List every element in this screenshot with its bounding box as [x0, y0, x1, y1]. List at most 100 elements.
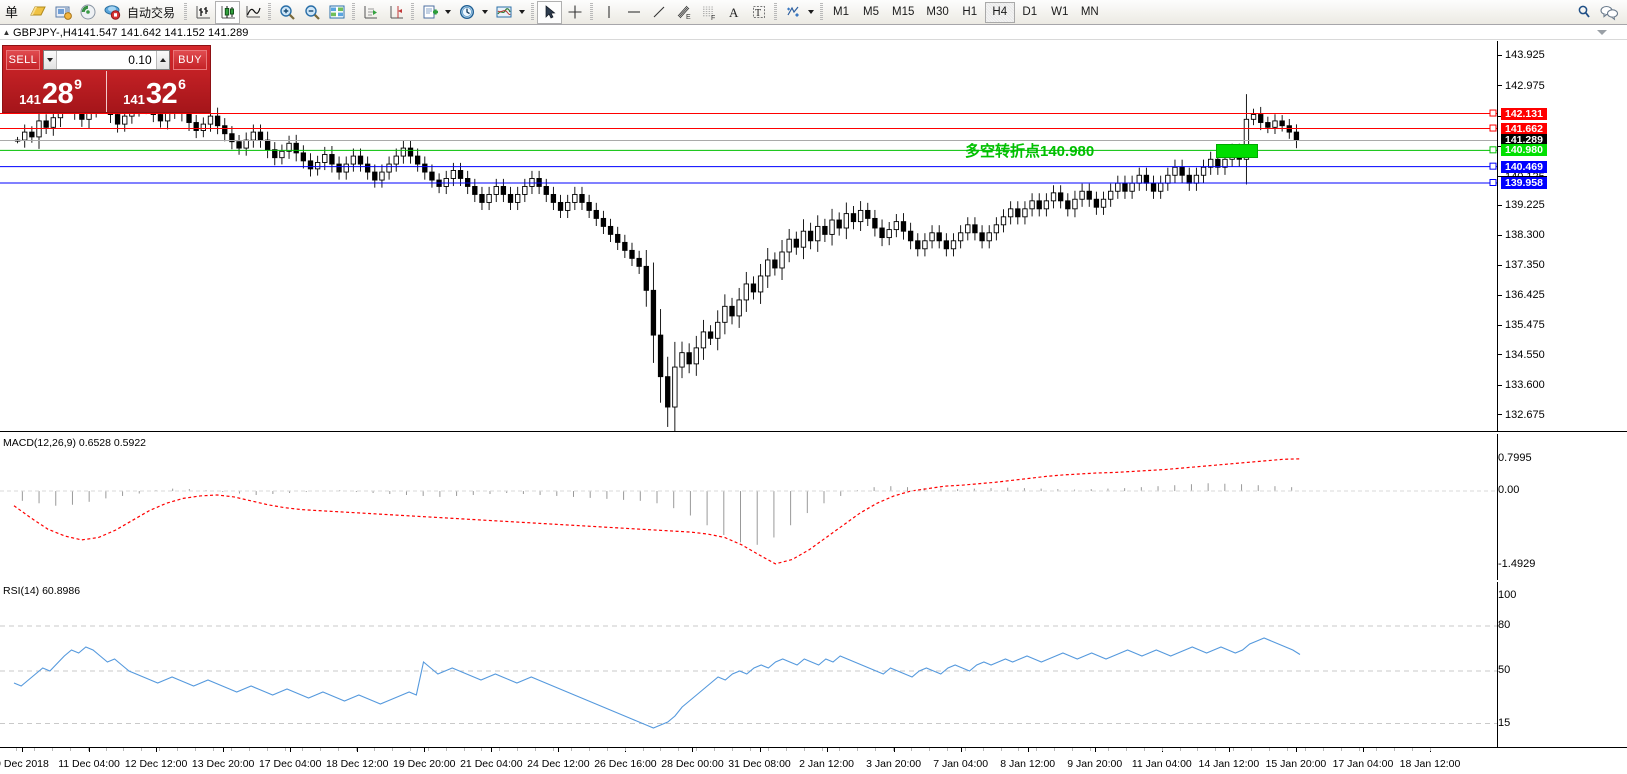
pane-divider-top[interactable]	[0, 431, 1627, 432]
time-axis-minor-tick	[69, 748, 71, 751]
price-level-flag[interactable]: 139.958	[1501, 176, 1547, 189]
time-axis-minor-tick	[374, 748, 375, 751]
chart-collapse-icon[interactable]: ▲	[2, 28, 11, 37]
time-axis-tick	[1027, 748, 1029, 752]
price-level-flag[interactable]: 140.980	[1501, 144, 1547, 157]
autotrading-label[interactable]: 自动交易	[127, 5, 176, 20]
rsi-tick: 50	[1498, 664, 1511, 676]
buy-button[interactable]: BUY	[173, 49, 207, 70]
time-axis-minor-tick	[1322, 748, 1324, 751]
chart-shift-icon[interactable]	[383, 1, 408, 24]
chart-window-collapse-icon[interactable]	[1597, 28, 1607, 38]
zoom-in-icon[interactable]	[274, 1, 299, 24]
templates-dropdown-caret[interactable]	[442, 1, 454, 24]
price-level-flag[interactable]: 141.662	[1501, 122, 1547, 135]
time-axis-minor-tick	[1358, 748, 1360, 751]
timeframe-mn[interactable]: MN	[1080, 6, 1099, 18]
time-axis-tick	[156, 748, 158, 752]
new-order-icon[interactable]: 单	[0, 1, 25, 24]
fibonacci-retracement-icon[interactable]: F	[696, 1, 721, 24]
price-chart-canvas[interactable]: 多空转折点140.980	[0, 41, 1498, 431]
volume-increase-button[interactable]	[155, 50, 170, 69]
time-axis-minor-tick	[660, 748, 662, 751]
time-axis-minor-tick	[821, 748, 823, 751]
macd-tick: -1.4929	[1498, 558, 1536, 570]
rsi-pane[interactable]	[0, 582, 1498, 747]
time-axis-minor-tick	[16, 748, 17, 751]
auto-scroll-icon[interactable]	[358, 1, 383, 24]
indicators-icon[interactable]	[491, 1, 516, 24]
time-axis-minor-tick	[857, 748, 859, 751]
time-axis-tick	[424, 748, 426, 752]
time-axis-tick	[826, 748, 828, 752]
time-axis-tick	[692, 748, 694, 752]
timeframe-m5[interactable]: M5	[863, 6, 879, 18]
rsi-scale[interactable]: 100 80 50 15	[1498, 582, 1627, 747]
toolbar-separator	[349, 2, 358, 22]
vertical-line-icon[interactable]	[596, 1, 621, 24]
time-axis-minor-tick	[266, 748, 268, 751]
time-axis-minor-tick	[1000, 748, 1002, 751]
periods-icon[interactable]	[454, 1, 479, 24]
timeframe-h1[interactable]: H1	[962, 6, 978, 18]
periods-dropdown-caret[interactable]	[479, 1, 491, 24]
bar-chart-icon[interactable]	[190, 1, 215, 24]
time-axis-minor-tick	[1054, 748, 1056, 751]
autotrading-icon[interactable]	[100, 1, 125, 24]
tile-windows-icon[interactable]	[324, 1, 349, 24]
macd-pane[interactable]	[0, 434, 1498, 580]
objects-icon[interactable]	[780, 1, 805, 24]
time-axis-minor-tick	[588, 748, 590, 751]
price-level-flag[interactable]: 141.289	[1501, 134, 1547, 147]
time-axis-minor-tick	[212, 748, 214, 751]
text-label-icon[interactable]: T	[746, 1, 771, 24]
time-axis-minor-tick	[642, 748, 644, 751]
sell-price[interactable]: 141 28 9	[3, 71, 106, 112]
time-axis-tick	[89, 748, 91, 752]
time-axis-minor-tick	[606, 748, 608, 751]
candlestick-chart-icon[interactable]	[215, 0, 241, 24]
volume-input[interactable]	[57, 50, 156, 69]
chat-icon[interactable]	[1596, 1, 1621, 24]
price-scale[interactable]: 143.925142.975142.025141.075140.125139.2…	[1498, 41, 1627, 431]
volume-decrease-button[interactable]	[43, 50, 58, 69]
line-chart-icon[interactable]	[240, 1, 265, 24]
time-axis-minor-tick	[284, 748, 286, 751]
timeframe-m1[interactable]: M1	[833, 6, 849, 18]
sell-button[interactable]: SELL	[6, 49, 40, 70]
signals-icon[interactable]	[75, 1, 100, 24]
trendline-icon[interactable]	[646, 1, 671, 24]
time-axis-tick	[491, 748, 493, 752]
horizontal-line-icon[interactable]	[621, 1, 646, 24]
timeframe-m30[interactable]: M30	[926, 6, 949, 18]
buy-price[interactable]: 141 32 6	[106, 71, 210, 112]
templates-icon[interactable]	[417, 1, 442, 24]
volume-stepper[interactable]	[42, 49, 171, 70]
timeframe-w1[interactable]: W1	[1051, 6, 1069, 18]
timeframe-d1[interactable]: D1	[1022, 6, 1038, 18]
main-toolbar: 单	[0, 0, 1627, 25]
text-icon[interactable]: A	[721, 1, 746, 24]
objects-dropdown-caret[interactable]	[805, 1, 817, 24]
pivot-annotation-label: 多空转折点140.980	[965, 143, 1095, 160]
crosshair-icon[interactable]	[562, 1, 587, 24]
price-tick: 133.600	[1498, 379, 1545, 391]
timeframe-h4[interactable]: H4	[984, 1, 1015, 23]
indicators-dropdown-caret[interactable]	[516, 1, 528, 24]
price-level-flag[interactable]: 142.131	[1501, 107, 1547, 120]
sell-price-main: 28	[41, 78, 74, 110]
macd-tick: 0.00	[1498, 484, 1520, 497]
equidistant-channel-icon[interactable]: E	[671, 1, 696, 24]
one-click-prices: 141 28 9 141 32 6	[3, 71, 210, 112]
price-tick: 137.350	[1498, 259, 1545, 271]
svg-text:A: A	[729, 5, 739, 20]
zoom-out-icon[interactable]	[299, 1, 324, 24]
macd-scale[interactable]: 0.7995 0.00 -1.4929	[1498, 434, 1627, 580]
cursor-icon[interactable]	[537, 0, 563, 24]
one-click-trading-panel[interactable]: SELL BUY 141 28 9 141 32 6	[2, 45, 211, 113]
price-level-flag[interactable]: 140.469	[1501, 160, 1547, 173]
search-icon[interactable]	[1571, 1, 1596, 24]
timeframe-m15[interactable]: M15	[892, 6, 915, 18]
news-icon[interactable]	[50, 1, 75, 24]
folder-icon[interactable]	[25, 1, 50, 24]
